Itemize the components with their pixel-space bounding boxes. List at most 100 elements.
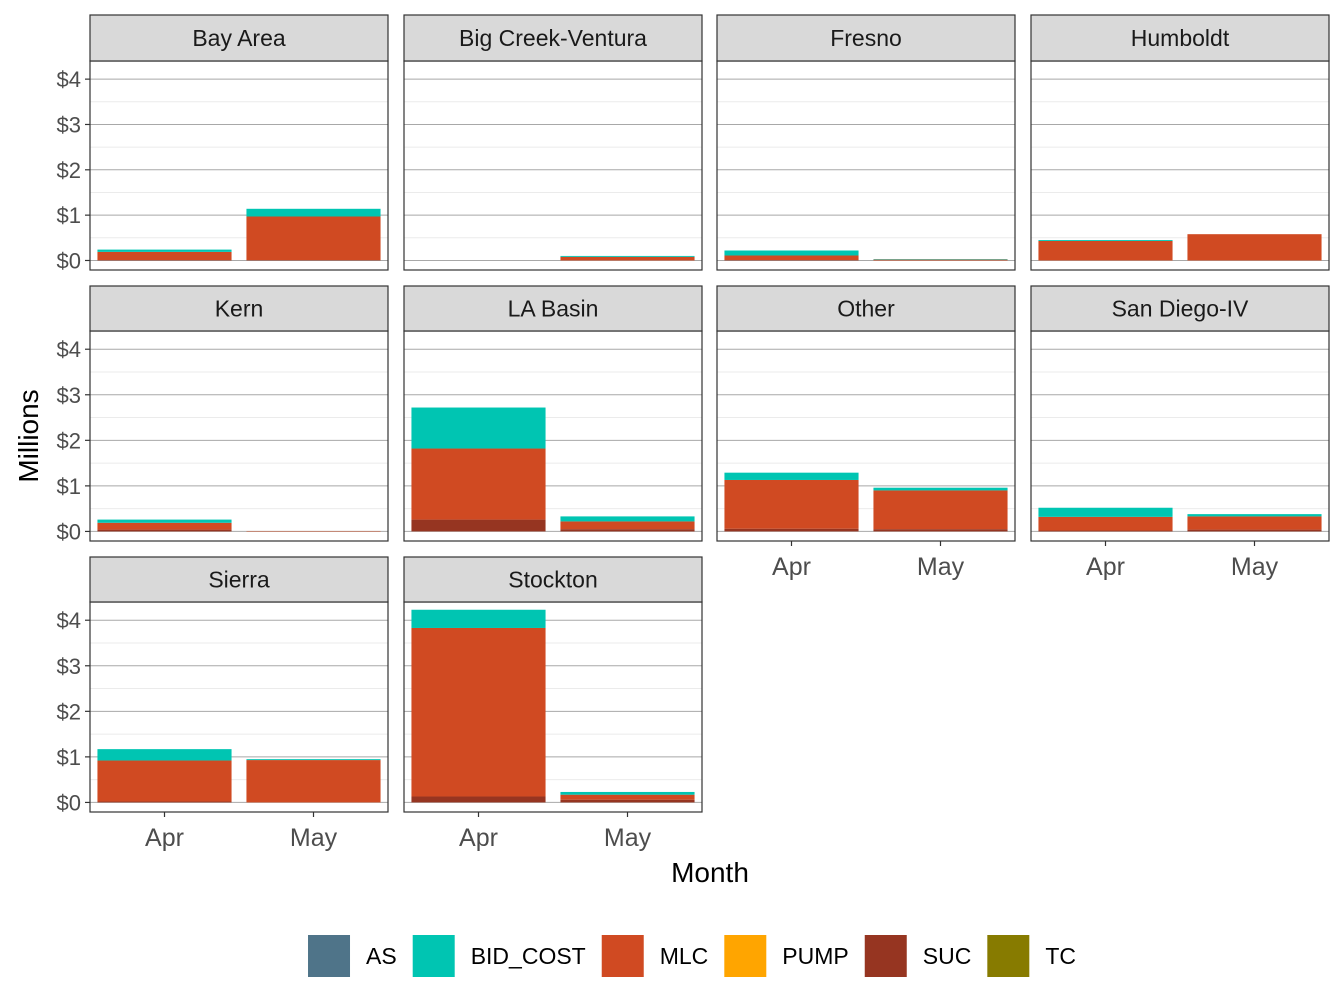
- facet-sierra: Sierra $0 $1 $2 $3 $4 Apr May: [57, 556, 389, 852]
- facet-san-diego-iv: San Diego-IV Apr May: [1030, 285, 1330, 581]
- legend-item-as: AS: [308, 935, 397, 977]
- bar-other-apr-suc: [724, 528, 859, 532]
- bar-stockton-may-mlc: [560, 794, 695, 800]
- legend-item-bid-cost: BID_COST: [412, 935, 586, 977]
- bar-stockton-apr-bid-cost: [411, 609, 546, 628]
- facet-panels: Bay Area $0 $1 $2 $3 $4 Big Creek-Ventura Fresn…: [57, 14, 1330, 852]
- y-tick-label: $4: [57, 67, 81, 92]
- bar-fresno-apr-bid-cost: [724, 250, 859, 256]
- legend-label: TC: [1045, 943, 1076, 969]
- bar-humboldt-apr-mlc: [1038, 240, 1173, 261]
- y-tick-label: $1: [57, 203, 81, 228]
- facet-strip-label: Big Creek-Ventura: [459, 25, 647, 51]
- x-tick-label: May: [917, 553, 965, 581]
- x-tick-label: Apr: [145, 824, 184, 852]
- facet-other: Other Apr May: [716, 285, 1016, 581]
- facet-kern: Kern $0 $1 $2 $3 $4: [57, 285, 389, 544]
- bar-other-may-suc: [873, 529, 1008, 532]
- legend-label: MLC: [660, 943, 709, 969]
- x-tick-label: Apr: [459, 824, 498, 852]
- y-tick-label: $3: [57, 383, 81, 408]
- facet-strip-label: Kern: [215, 296, 264, 322]
- legend-label: AS: [366, 943, 397, 969]
- legend-item-pump: PUMP: [724, 935, 849, 977]
- bar-kern-apr-mlc: [97, 522, 232, 530]
- bar-san-diego-iv-may-suc: [1187, 529, 1322, 532]
- y-tick-label: $2: [57, 428, 81, 453]
- facet-strip: [403, 14, 703, 62]
- bar-sierra-may-bid-cost: [246, 759, 381, 761]
- facet-strip: [89, 14, 389, 62]
- legend-key-mlc: [601, 935, 644, 977]
- bar-san-diego-iv-may-mlc: [1187, 516, 1322, 530]
- panel-background: [90, 331, 388, 541]
- x-tick-label: May: [604, 824, 652, 852]
- bar-san-diego-iv-apr-mlc: [1038, 516, 1173, 531]
- y-tick-label: $3: [57, 654, 81, 679]
- facet-big-creek-ventura: Big Creek-Ventura: [403, 14, 703, 271]
- facet-strip: [1030, 285, 1330, 332]
- bar-big-creek-ventura-may-mlc: [560, 256, 695, 261]
- bar-big-creek-ventura-may-bid-cost: [560, 255, 695, 257]
- bar-sierra-apr-mlc: [97, 760, 232, 802]
- y-tick-label: $1: [57, 474, 81, 499]
- y-tick-label: $4: [57, 608, 81, 633]
- bar-bay-area-may-mlc: [246, 216, 381, 261]
- bar-fresno-may-mlc: [873, 259, 1008, 261]
- legend-key-pump: [724, 935, 767, 977]
- bar-la-basin-may-bid-cost: [560, 516, 695, 522]
- facet-strip: [716, 14, 1016, 62]
- facet-strip-label: Fresno: [830, 25, 902, 51]
- bar-bay-area-apr-mlc: [97, 251, 232, 261]
- facet-la-basin: LA Basin: [403, 285, 703, 542]
- facet-strip-label: San Diego-IV: [1112, 296, 1249, 322]
- y-tick-label: $0: [57, 519, 81, 544]
- facet-bay-area: Bay Area $0 $1 $2 $3 $4: [57, 14, 389, 273]
- bar-stockton-may-suc: [560, 799, 695, 803]
- bar-la-basin-may-suc: [560, 529, 695, 532]
- panel-background: [1031, 331, 1329, 541]
- facet-stockton: Stockton Apr May: [403, 556, 703, 852]
- legend-label: BID_COST: [471, 943, 586, 969]
- bar-stockton-apr-suc: [411, 796, 546, 803]
- bar-kern-apr-suc: [97, 529, 232, 532]
- facet-strip: [403, 285, 703, 332]
- facet-strip-label: Humboldt: [1131, 25, 1230, 51]
- x-tick-label: May: [290, 824, 338, 852]
- legend-key-bid-cost: [412, 935, 455, 977]
- bar-bay-area-may-bid-cost: [246, 208, 381, 217]
- bar-san-diego-iv-apr-suc: [1038, 530, 1173, 532]
- bar-humboldt-may-mlc: [1187, 234, 1322, 261]
- x-tick-label: Apr: [1086, 553, 1125, 581]
- bar-other-apr-mlc: [724, 479, 859, 529]
- x-tick-label: May: [1231, 553, 1279, 581]
- legend-key-suc: [864, 935, 907, 977]
- x-axis-title: Month: [671, 857, 749, 888]
- legend-item-suc: SUC: [864, 935, 972, 977]
- bar-sierra-apr-bid-cost: [97, 749, 232, 761]
- bar-la-basin-apr-mlc: [411, 448, 546, 520]
- y-tick-label: $2: [57, 699, 81, 724]
- legend-key-tc: [987, 935, 1030, 977]
- y-tick-label: $4: [57, 337, 81, 362]
- bar-san-diego-iv-apr-bid-cost: [1038, 507, 1173, 517]
- facet-fresno: Fresno: [716, 14, 1016, 271]
- legend-item-tc: TC: [987, 935, 1076, 977]
- bar-humboldt-apr-bid-cost: [1038, 240, 1173, 241]
- bar-sierra-apr-suc: [97, 801, 232, 803]
- y-tick-label: $0: [57, 248, 81, 273]
- bar-stockton-may-bid-cost: [560, 791, 695, 795]
- facet-humboldt: Humboldt: [1030, 14, 1330, 271]
- facet-strip: [403, 556, 703, 603]
- bar-la-basin-apr-bid-cost: [411, 407, 546, 449]
- legend-item-mlc: MLC: [601, 935, 709, 977]
- facet-strip-label: Other: [837, 296, 895, 322]
- bar-sierra-may-mlc: [246, 760, 381, 803]
- bar-other-may-mlc: [873, 490, 1008, 530]
- facet-strip-label: Sierra: [208, 567, 270, 593]
- legend: AS BID_COST MLC PUMP SUC TC: [308, 935, 1076, 977]
- legend-label: SUC: [923, 943, 972, 969]
- panel-background: [717, 61, 1015, 270]
- facet-strip: [1030, 14, 1330, 62]
- facet-strip: [89, 285, 389, 332]
